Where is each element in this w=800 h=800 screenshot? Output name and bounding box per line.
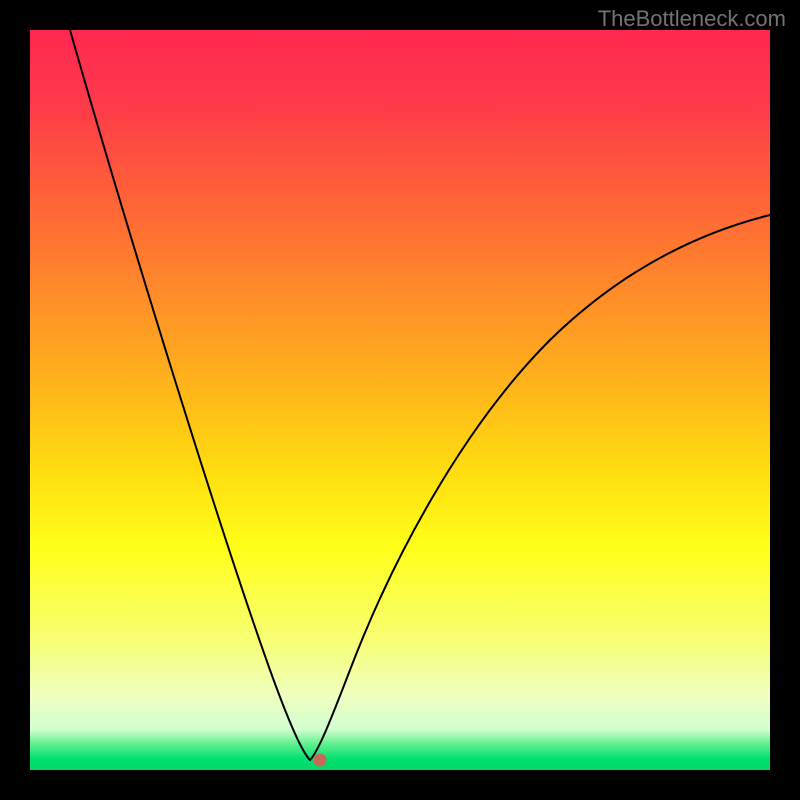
bottleneck-chart — [0, 0, 800, 800]
watermark-text: TheBottleneck.com — [598, 6, 786, 32]
optimal-point-marker — [314, 754, 327, 767]
chart-container: TheBottleneck.com — [0, 0, 800, 800]
gradient-background — [30, 30, 770, 770]
plot-area — [30, 30, 770, 770]
